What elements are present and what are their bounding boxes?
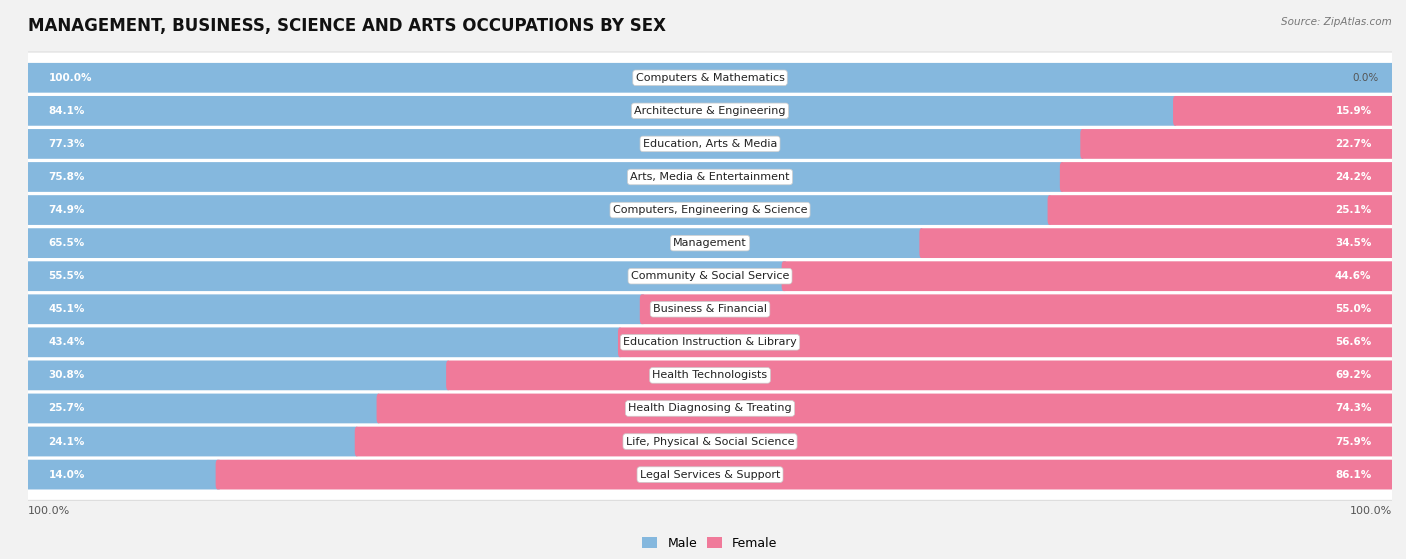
Text: 75.8%: 75.8% [49,172,84,182]
FancyBboxPatch shape [24,217,1396,269]
FancyBboxPatch shape [619,328,1393,357]
Text: 56.6%: 56.6% [1336,337,1371,347]
FancyBboxPatch shape [27,96,1177,126]
Text: 75.9%: 75.9% [1336,437,1371,447]
Text: Health Technologists: Health Technologists [652,371,768,380]
FancyBboxPatch shape [27,459,221,490]
Text: 43.4%: 43.4% [49,337,86,347]
FancyBboxPatch shape [24,250,1396,302]
Text: 100.0%: 100.0% [1350,506,1392,516]
FancyBboxPatch shape [27,63,1393,93]
Legend: Male, Female: Male, Female [637,532,783,555]
FancyBboxPatch shape [27,361,450,390]
FancyBboxPatch shape [27,228,924,258]
FancyBboxPatch shape [27,328,621,357]
Text: 44.6%: 44.6% [1334,271,1371,281]
Text: 22.7%: 22.7% [1336,139,1371,149]
FancyBboxPatch shape [24,316,1396,368]
Text: 0.0%: 0.0% [1353,73,1378,83]
Text: 24.2%: 24.2% [1336,172,1371,182]
Text: Education Instruction & Library: Education Instruction & Library [623,337,797,347]
FancyBboxPatch shape [24,383,1396,434]
Text: 69.2%: 69.2% [1336,371,1371,380]
Text: 15.9%: 15.9% [1336,106,1371,116]
Text: 14.0%: 14.0% [49,470,84,480]
Text: Community & Social Service: Community & Social Service [631,271,789,281]
FancyBboxPatch shape [446,361,1393,390]
FancyBboxPatch shape [27,427,359,456]
FancyBboxPatch shape [24,151,1396,203]
FancyBboxPatch shape [27,129,1084,159]
Text: 34.5%: 34.5% [1336,238,1371,248]
FancyBboxPatch shape [782,261,1393,291]
Text: 30.8%: 30.8% [49,371,84,380]
Text: 24.1%: 24.1% [49,437,84,447]
FancyBboxPatch shape [27,394,381,423]
Text: 25.7%: 25.7% [49,404,84,414]
Text: 77.3%: 77.3% [49,139,86,149]
Text: Management: Management [673,238,747,248]
FancyBboxPatch shape [1173,96,1393,126]
FancyBboxPatch shape [27,295,645,324]
FancyBboxPatch shape [1060,162,1393,192]
Text: 84.1%: 84.1% [49,106,84,116]
FancyBboxPatch shape [1080,129,1393,159]
Text: 55.0%: 55.0% [1336,304,1371,314]
FancyBboxPatch shape [377,394,1393,423]
Text: MANAGEMENT, BUSINESS, SCIENCE AND ARTS OCCUPATIONS BY SEX: MANAGEMENT, BUSINESS, SCIENCE AND ARTS O… [28,17,666,35]
Text: 65.5%: 65.5% [49,238,84,248]
Text: 100.0%: 100.0% [49,73,91,83]
Text: Business & Financial: Business & Financial [652,304,768,314]
FancyBboxPatch shape [24,184,1396,236]
FancyBboxPatch shape [24,283,1396,335]
FancyBboxPatch shape [24,416,1396,467]
FancyBboxPatch shape [24,118,1396,170]
Text: Health Diagnosing & Treating: Health Diagnosing & Treating [628,404,792,414]
FancyBboxPatch shape [215,459,1393,490]
FancyBboxPatch shape [1047,195,1393,225]
FancyBboxPatch shape [27,195,1052,225]
Text: 25.1%: 25.1% [1336,205,1371,215]
Text: Life, Physical & Social Science: Life, Physical & Social Science [626,437,794,447]
Text: Computers, Engineering & Science: Computers, Engineering & Science [613,205,807,215]
FancyBboxPatch shape [920,228,1393,258]
Text: Education, Arts & Media: Education, Arts & Media [643,139,778,149]
Text: 45.1%: 45.1% [49,304,84,314]
FancyBboxPatch shape [27,261,787,291]
Text: 74.9%: 74.9% [49,205,84,215]
FancyBboxPatch shape [27,162,1064,192]
Text: Source: ZipAtlas.com: Source: ZipAtlas.com [1281,17,1392,27]
Text: 74.3%: 74.3% [1334,404,1371,414]
FancyBboxPatch shape [354,427,1393,456]
FancyBboxPatch shape [24,349,1396,401]
FancyBboxPatch shape [24,449,1396,500]
Text: Architecture & Engineering: Architecture & Engineering [634,106,786,116]
FancyBboxPatch shape [640,295,1393,324]
FancyBboxPatch shape [24,85,1396,136]
Text: 86.1%: 86.1% [1336,470,1371,480]
Text: Arts, Media & Entertainment: Arts, Media & Entertainment [630,172,790,182]
Text: Computers & Mathematics: Computers & Mathematics [636,73,785,83]
Text: 55.5%: 55.5% [49,271,84,281]
Text: 100.0%: 100.0% [28,506,70,516]
FancyBboxPatch shape [24,52,1396,103]
Text: Legal Services & Support: Legal Services & Support [640,470,780,480]
